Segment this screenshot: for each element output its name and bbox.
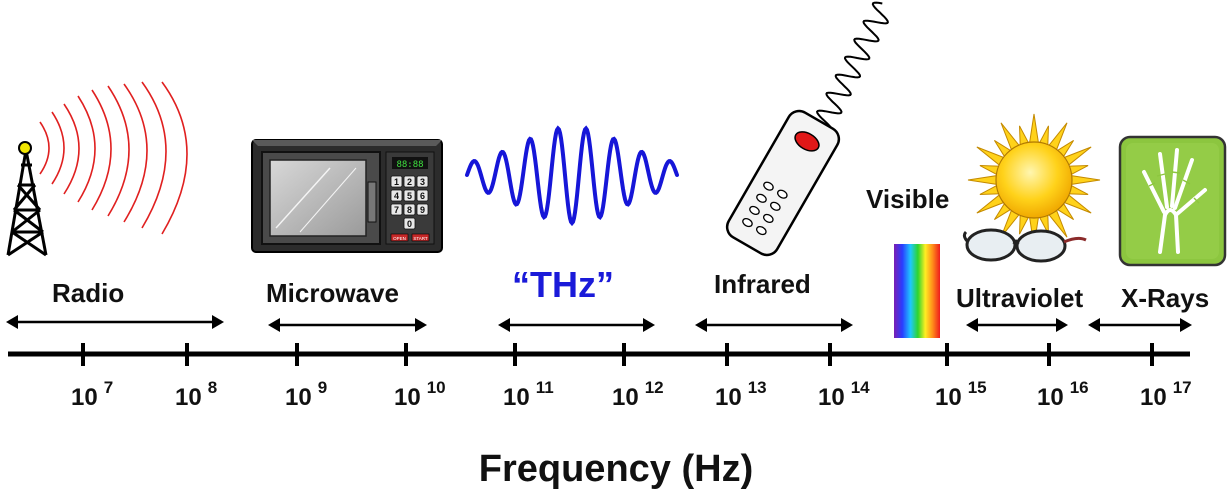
tick-label: 10 17 xyxy=(1140,378,1192,411)
sun-icon xyxy=(967,113,1101,247)
tick-label: 10 12 xyxy=(612,378,664,411)
band-range-arrows xyxy=(6,315,1192,332)
keypad-key-label: 2 xyxy=(407,177,412,187)
arrow-head-right xyxy=(1180,318,1192,332)
arrow-head-right xyxy=(415,318,427,332)
arrow-head-right xyxy=(1056,318,1068,332)
keypad-key-label: 0 xyxy=(407,219,412,229)
remote-control-icon xyxy=(725,109,841,257)
sun-ray xyxy=(1069,174,1101,186)
sun-ray xyxy=(967,174,999,186)
radio-tower-icon xyxy=(6,141,48,257)
keypad-key-label: 3 xyxy=(420,177,425,187)
tick-label: 10 7 xyxy=(71,378,114,411)
arrow-head-right xyxy=(841,318,853,332)
tick-label: 10 9 xyxy=(285,378,328,411)
svg-text:88:88: 88:88 xyxy=(396,160,423,170)
band-label-infrared: Infrared xyxy=(714,269,811,299)
band-label-thz: “THz” xyxy=(512,264,614,305)
arrow-head-left xyxy=(6,315,18,329)
visible-spectrum-icon xyxy=(894,244,940,338)
tick-label: 10 13 xyxy=(715,378,767,411)
keypad-key xyxy=(403,217,416,230)
arrow-head-left xyxy=(268,318,280,332)
keypad-key-label: 9 xyxy=(420,205,425,215)
microwave-control-buttons: OPEN START xyxy=(390,233,430,242)
tick-label: 10 14 xyxy=(818,378,870,411)
band-label-xrays: X-Rays xyxy=(1121,283,1210,313)
keypad-key xyxy=(403,203,416,216)
tick-label: 10 15 xyxy=(935,378,987,411)
arrow-head-right xyxy=(643,318,655,332)
keypad-key xyxy=(390,175,403,188)
tick-label: 10 11 xyxy=(503,378,554,411)
keypad-key-label: 6 xyxy=(420,191,425,201)
keypad-key xyxy=(390,189,403,202)
arrow-head-left xyxy=(1088,318,1100,332)
sunglasses-icon xyxy=(962,228,1087,263)
arrow-head-left xyxy=(498,318,510,332)
arrow-head-left xyxy=(966,318,978,332)
keypad-key xyxy=(416,203,429,216)
band-label-radio: Radio xyxy=(52,278,125,308)
arrow-head-right xyxy=(212,315,224,329)
keypad-key xyxy=(416,175,429,188)
axis-title: Frequency (Hz) xyxy=(478,448,754,490)
band-label-microwave: Microwave xyxy=(266,278,399,308)
infrared-beam-icon xyxy=(816,1,889,133)
keypad-key xyxy=(403,189,416,202)
keypad-key xyxy=(403,175,416,188)
xray-hand-icon xyxy=(1118,135,1227,267)
tick-label: 10 16 xyxy=(1037,378,1089,411)
sun-ray xyxy=(1028,113,1040,145)
band-label-ultraviolet: Ultraviolet xyxy=(956,283,1084,313)
keypad-key-label: 5 xyxy=(407,191,412,201)
thz-wave-icon xyxy=(465,125,679,227)
band-label-visible: Visible xyxy=(866,184,950,214)
arrow-head-left xyxy=(695,318,707,332)
microwave-open-button-label: OPEN xyxy=(393,236,406,241)
microwave-start-button-label: START xyxy=(413,236,428,241)
keypad-key xyxy=(416,189,429,202)
keypad-key-label: 4 xyxy=(394,191,399,201)
tick-label: 10 10 xyxy=(394,378,446,411)
keypad-key-label: 7 xyxy=(394,205,399,215)
tick-label: 10 8 xyxy=(175,378,218,411)
keypad-key-label: 8 xyxy=(407,205,412,215)
frequency-axis-ticks xyxy=(81,343,1154,366)
keypad-key-label: 1 xyxy=(394,177,399,187)
microwave-keypad: 1 2 3 4 5 6 7 8 90 xyxy=(390,175,429,230)
radio-waves-icon xyxy=(39,81,188,235)
keypad-key xyxy=(390,203,403,216)
